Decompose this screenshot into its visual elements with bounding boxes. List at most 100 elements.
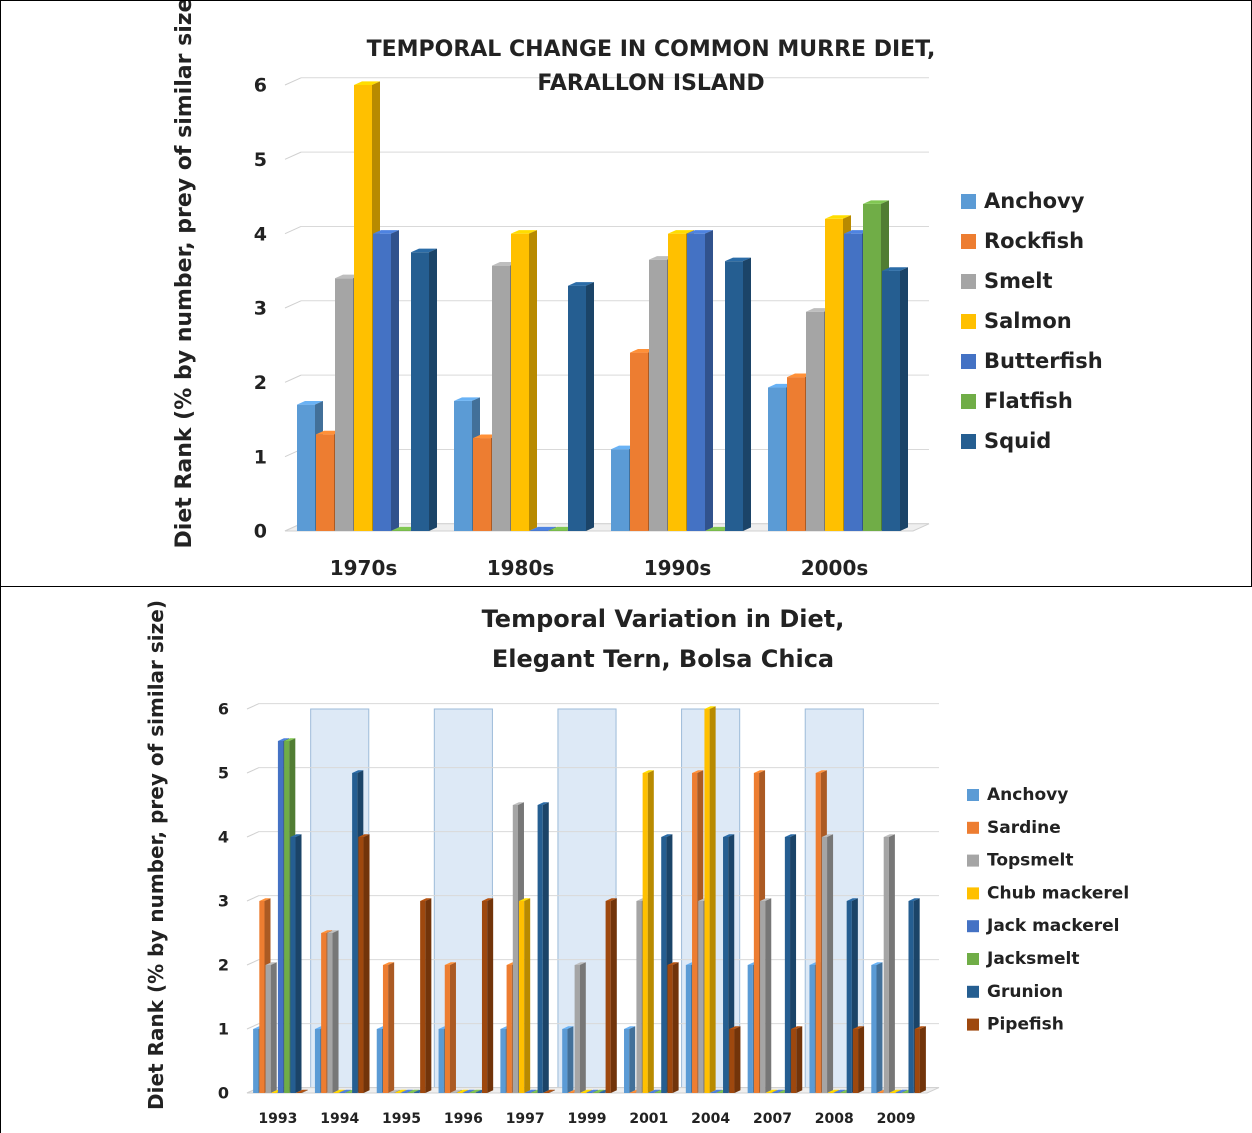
chart-title-line-1: Temporal Variation in Diet, <box>482 605 845 633</box>
bar-salmon-1980s <box>511 230 537 532</box>
tern-chart-panel: 0 1 2 3 4 5 6 1993 1994 1995 1996 1997 1999 2001 2004 2… <box>0 587 1252 1133</box>
bar-jack-mackerel-2001 <box>648 1089 661 1093</box>
y-tick-label: 4 <box>254 223 267 245</box>
legend-swatch-topsmelt <box>967 854 979 867</box>
legend-swatch-pipefish <box>967 1018 979 1031</box>
grid-depth-3 <box>246 895 260 902</box>
bar-jack-mackerel-1997 <box>525 1089 537 1093</box>
bar-pipefish-2008 <box>852 1026 865 1093</box>
bar-jack-mackerel-1996 <box>463 1089 475 1093</box>
legend-swatch-rockfish <box>961 234 976 249</box>
grid-depth-3 <box>284 300 302 309</box>
x-tick-label-1970s: 1970s <box>330 556 398 580</box>
bar-squid-2000s <box>882 267 908 531</box>
bar-chub-mackerel-1999 <box>580 1089 592 1093</box>
bar-pipefish-2001 <box>667 962 679 1093</box>
bar-topsmelt-1993 <box>265 962 277 1093</box>
legend-label-rockfish: Rockfish <box>984 229 1084 253</box>
x-tick-label-2009: 2009 <box>877 1111 916 1127</box>
legend-swatch-squid <box>961 434 976 449</box>
bar-chub-mackerel-2004 <box>704 706 716 1093</box>
bar-jack-mackerel-1999 <box>587 1089 599 1093</box>
x-tick-label-1994: 1994 <box>320 1111 359 1127</box>
legend-swatch-grunion <box>967 985 979 998</box>
bar-squid-1980s <box>568 282 594 531</box>
bar-chub-mackerel-2007 <box>766 1089 778 1093</box>
grid-depth-2 <box>284 374 302 383</box>
x-tick-label-2000s: 2000s <box>801 556 869 580</box>
chart-title-line-2: FARALLON ISLAND <box>537 71 764 96</box>
bar-topsmelt-1996 <box>450 1089 463 1093</box>
x-tick-label-1996: 1996 <box>444 1111 483 1127</box>
bar-jack-mackerel-1995 <box>401 1089 413 1093</box>
legend-label-topsmelt: Topsmelt <box>987 851 1074 871</box>
grid-depth-2 <box>246 959 260 966</box>
bar-grunion-1997 <box>537 802 549 1093</box>
murre-chart-panel: 0 1 2 3 4 5 6 1970s 1980s 1990s 2000s TEMPORAL CHAN… <box>0 0 1252 587</box>
bar-jack-mackerel-1994 <box>339 1089 351 1093</box>
bar-chub-mackerel-1996 <box>457 1089 469 1093</box>
y-tick-label: 6 <box>218 700 229 719</box>
bar-jack-mackerel-2008 <box>834 1089 846 1093</box>
bar-jack-mackerel-2004 <box>710 1089 722 1093</box>
legend-label-jack-mackerel: Jack mackerel <box>986 916 1119 936</box>
legend-label-flatfish: Flatfish <box>984 389 1073 413</box>
legend-label-pipefish: Pipefish <box>987 1015 1064 1035</box>
bar-anchovy-2009 <box>871 962 883 1093</box>
y-tick-label: 1 <box>254 446 267 468</box>
x-tick-label-1980s: 1980s <box>487 556 555 580</box>
legend-swatch-smelt <box>961 274 976 289</box>
x-tick-label-1995: 1995 <box>382 1111 421 1127</box>
legend-label-jacksmelt: Jacksmelt <box>986 949 1080 969</box>
x-tick-label-2001: 2001 <box>629 1111 668 1127</box>
grid-depth-5 <box>284 151 302 160</box>
bar-chub-mackerel-1997 <box>518 898 531 1093</box>
bar-pipefish-2007 <box>791 1026 803 1093</box>
y-tick-label: 2 <box>218 956 229 975</box>
legend-label-smelt: Smelt <box>984 269 1053 293</box>
x-tick-label-1997: 1997 <box>506 1111 545 1127</box>
bar-pipefish-1993 <box>296 1089 308 1093</box>
bar-topsmelt-2009 <box>883 834 895 1093</box>
y-axis-label: Diet Rank (% by number, prey of similar … <box>172 1 197 548</box>
y-tick-label: 3 <box>254 298 267 320</box>
bar-topsmelt-1995 <box>389 1089 401 1093</box>
bar-chub-mackerel-1994 <box>333 1089 345 1093</box>
legend-swatch-jack-mackerel <box>967 920 979 933</box>
legend-swatch-anchovy <box>961 194 976 209</box>
x-tick-label-1999: 1999 <box>568 1111 607 1127</box>
legend-swatch-flatfish <box>961 394 976 409</box>
bar-jacksmelt-1999 <box>593 1089 605 1093</box>
bar-sardine-1995 <box>382 962 395 1093</box>
bar-grunion-1993 <box>290 834 302 1093</box>
bar-topsmelt-2008 <box>821 834 834 1093</box>
bar-pipefish-1995 <box>420 898 432 1093</box>
bar-butterfish-1990s <box>687 230 713 532</box>
bar-sardine-1996 <box>444 962 456 1093</box>
bar-chub-mackerel-1995 <box>395 1089 407 1093</box>
bar-anchovy-2001 <box>624 1026 636 1093</box>
y-tick-label: 0 <box>218 1084 229 1103</box>
bar-pipefish-1994 <box>358 834 370 1093</box>
bar-chub-mackerel-2001 <box>642 770 654 1093</box>
grid-depth-6 <box>284 77 302 86</box>
bar-butterfish-1970s <box>373 230 399 532</box>
legend-label-sardine: Sardine <box>987 818 1061 838</box>
bar-chub-mackerel-2009 <box>889 1089 902 1093</box>
x-tick-label-2008: 2008 <box>815 1111 854 1127</box>
y-tick-label: 5 <box>218 764 229 783</box>
bar-pipefish-2004 <box>729 1026 741 1093</box>
legend-label-squid: Squid <box>984 429 1051 453</box>
legend-swatch-chub-mackerel <box>967 887 979 900</box>
y-axis-label: Diet Rank (% by number, prey of similar … <box>144 600 168 1110</box>
legend-label-grunion: Grunion <box>987 982 1063 1002</box>
y-tick-label: 2 <box>254 372 267 394</box>
grid-depth-6 <box>246 703 260 710</box>
y-tick-label: 4 <box>218 828 229 847</box>
legend-swatch-butterfish <box>961 354 976 369</box>
bar-pipefish-1999 <box>605 898 617 1093</box>
grid-depth-4 <box>284 226 302 235</box>
bar-jacksmelt-1995 <box>407 1089 419 1093</box>
y-tick-label: 6 <box>254 75 267 97</box>
chart-title-line-2: Elegant Tern, Bolsa Chica <box>492 645 834 673</box>
